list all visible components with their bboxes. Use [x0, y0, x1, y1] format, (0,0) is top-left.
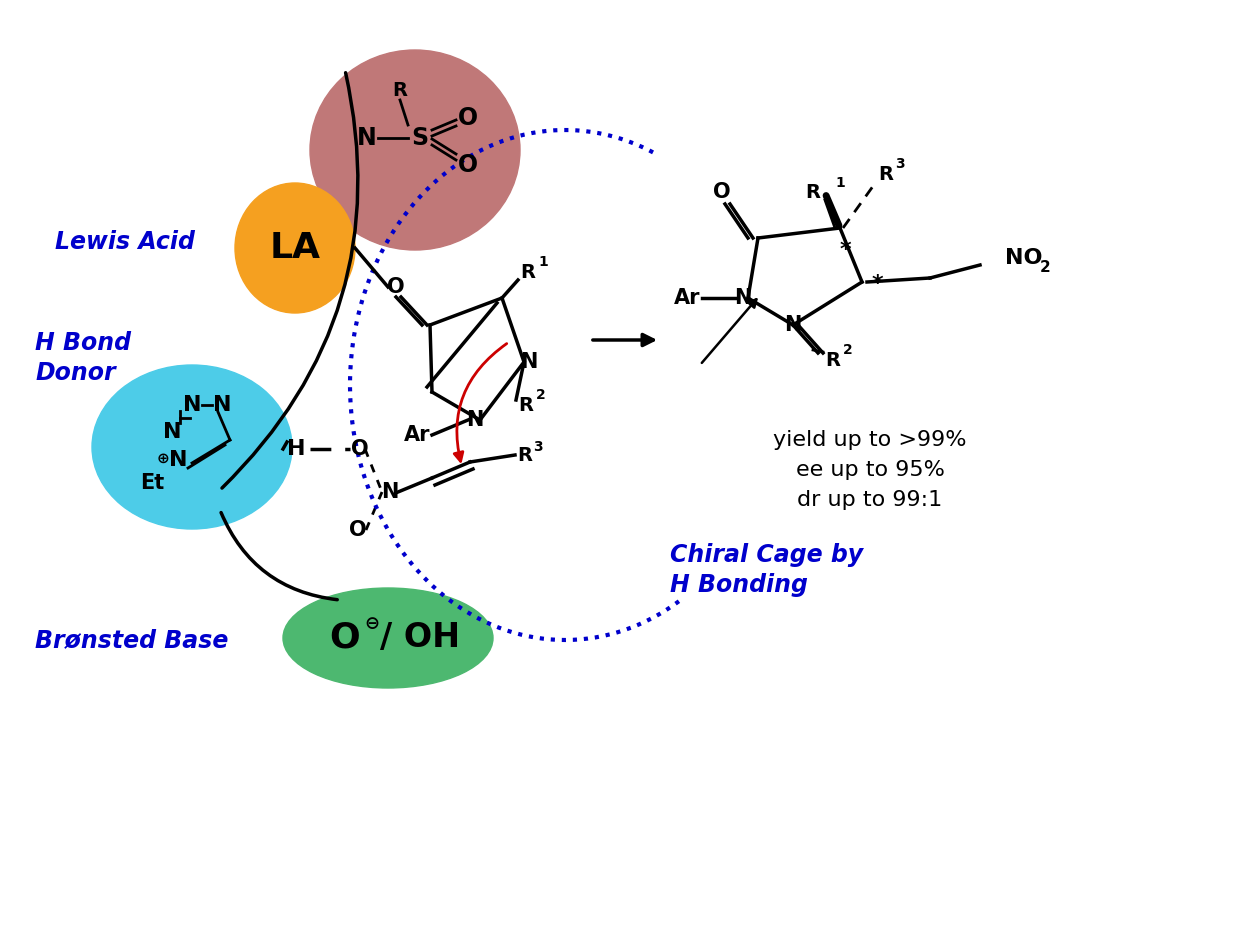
Text: ⊖: ⊖ [364, 615, 379, 633]
Text: N: N [169, 450, 188, 470]
Text: 2: 2 [536, 388, 546, 402]
Text: R: R [517, 396, 534, 414]
Text: / OH: / OH [380, 621, 461, 654]
Text: LA: LA [269, 231, 321, 265]
Text: N: N [357, 126, 377, 150]
Text: ⊕: ⊕ [157, 451, 169, 465]
Text: 1: 1 [835, 176, 845, 190]
Text: O: O [388, 277, 405, 297]
Text: N: N [467, 410, 484, 430]
Text: S: S [411, 126, 429, 150]
Text: O: O [458, 106, 478, 130]
Text: N: N [382, 482, 399, 502]
Text: O: O [330, 621, 361, 655]
Text: Ar: Ar [673, 288, 700, 308]
Text: N: N [163, 422, 182, 442]
Text: O: O [350, 520, 367, 540]
Text: O: O [713, 182, 731, 202]
Text: N: N [520, 352, 537, 372]
Text: Lewis Acid: Lewis Acid [56, 230, 195, 254]
Text: O: O [458, 153, 478, 177]
Text: H Bond
Donor: H Bond Donor [35, 331, 131, 385]
Text: R: R [517, 446, 532, 464]
Text: H: H [287, 439, 305, 459]
Text: 2: 2 [844, 343, 852, 357]
Ellipse shape [310, 50, 520, 250]
Text: R: R [878, 164, 893, 184]
Text: Chiral Cage by
H Bonding: Chiral Cage by H Bonding [671, 543, 863, 597]
Text: 3: 3 [534, 440, 542, 454]
Text: R: R [520, 262, 535, 282]
Text: yield up to >99%
ee up to 95%
dr up to 99:1: yield up to >99% ee up to 95% dr up to 9… [773, 430, 967, 510]
Text: *: * [871, 274, 883, 294]
Text: *: * [840, 240, 851, 260]
Ellipse shape [235, 183, 354, 313]
Text: 1: 1 [538, 255, 548, 269]
Text: N: N [784, 315, 802, 335]
Text: 3: 3 [895, 157, 904, 171]
Text: R: R [805, 183, 820, 201]
Text: N: N [183, 395, 201, 415]
Ellipse shape [91, 365, 291, 529]
Text: N: N [735, 288, 752, 308]
Text: R: R [393, 81, 408, 99]
Text: 2: 2 [1040, 260, 1051, 274]
Text: N: N [212, 395, 231, 415]
Text: Ar: Ar [404, 425, 430, 445]
Text: R: R [825, 350, 840, 370]
Ellipse shape [283, 588, 493, 688]
Text: O: O [351, 439, 369, 459]
Text: Et: Et [140, 473, 164, 493]
Text: Brønsted Base: Brønsted Base [35, 628, 228, 652]
Text: NO: NO [1005, 248, 1042, 268]
